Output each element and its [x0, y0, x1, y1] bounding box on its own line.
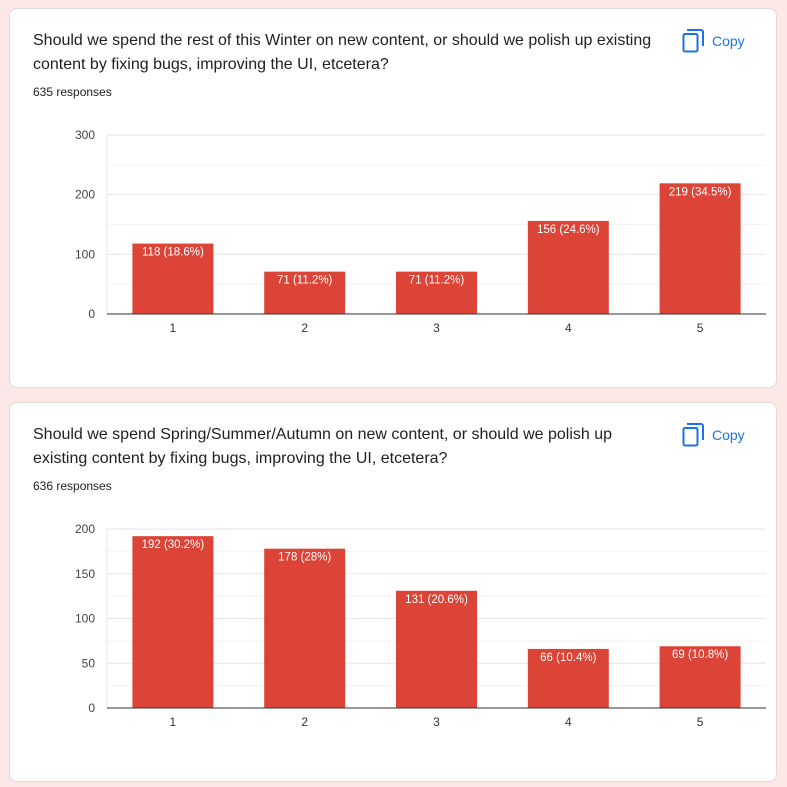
x-tick-label: 2 — [301, 715, 308, 729]
bar-value-label: 66 (10.4%) — [540, 652, 596, 664]
bar-value-label: 219 (34.5%) — [669, 186, 732, 198]
question-title: Should we spend Spring/Summer/Autumn on … — [33, 426, 613, 467]
question-card-1: Should we spend the rest of this Winter … — [9, 8, 777, 388]
copy-chart-button[interactable]: Copy — [678, 419, 749, 451]
bar-value-label: 71 (11.2%) — [277, 275, 333, 287]
y-tick-label: 50 — [82, 656, 96, 670]
bar — [527, 220, 609, 314]
x-tick-label: 1 — [170, 715, 177, 729]
x-tick-label: 4 — [565, 715, 572, 729]
y-tick-label: 300 — [75, 128, 95, 142]
question-title: Should we spend the rest of this Winter … — [33, 32, 652, 73]
x-tick-label: 5 — [697, 715, 704, 729]
x-tick-label: 1 — [170, 321, 177, 335]
bar-value-label: 118 (18.6%) — [142, 247, 204, 259]
bar-value-label: 156 (24.6%) — [537, 224, 600, 236]
bar — [264, 548, 346, 708]
copy-button-label: Copy — [712, 427, 745, 443]
bar-value-label: 131 (20.6%) — [405, 594, 468, 606]
y-tick-label: 0 — [88, 701, 95, 715]
bar — [527, 648, 609, 708]
y-tick-label: 0 — [88, 307, 95, 321]
response-count: 635 responses — [33, 85, 112, 99]
bar-value-label: 71 (11.2%) — [409, 275, 465, 287]
x-tick-label: 2 — [301, 321, 308, 335]
response-count: 636 responses — [33, 479, 112, 493]
copy-icon — [682, 29, 704, 53]
x-tick-label: 4 — [565, 321, 572, 335]
bar-chart: 0 50 100 150 200 192 (30.2%) 1 178 (28%) 2 131 (2… — [75, 522, 766, 729]
x-tick-label: 3 — [433, 715, 440, 729]
bar — [396, 590, 477, 708]
x-tick-label: 5 — [697, 321, 704, 335]
y-tick-label: 200 — [75, 522, 95, 536]
bar-value-label: 69 (10.8%) — [672, 649, 728, 661]
copy-chart-button[interactable]: Copy — [678, 25, 749, 57]
bar — [264, 271, 346, 314]
x-tick-label: 3 — [433, 321, 440, 335]
y-tick-label: 100 — [75, 247, 95, 261]
y-tick-label: 150 — [75, 567, 95, 581]
copy-icon — [682, 423, 704, 447]
bar — [659, 646, 741, 708]
bar-value-label: 192 (30.2%) — [142, 539, 205, 551]
copy-button-label: Copy — [712, 33, 745, 49]
bar — [659, 183, 741, 314]
y-tick-label: 100 — [75, 612, 95, 626]
bar-value-label: 178 (28%) — [278, 552, 331, 564]
bar — [132, 536, 214, 708]
bar — [396, 271, 477, 314]
y-tick-label: 200 — [75, 188, 95, 202]
bar-chart: 0 100 200 300 118 (18.6%) 1 71 (11.2%) 2 71 (11.… — [75, 128, 766, 335]
question-card-2: Should we spend Spring/Summer/Autumn on … — [9, 402, 777, 782]
bar — [132, 243, 214, 314]
